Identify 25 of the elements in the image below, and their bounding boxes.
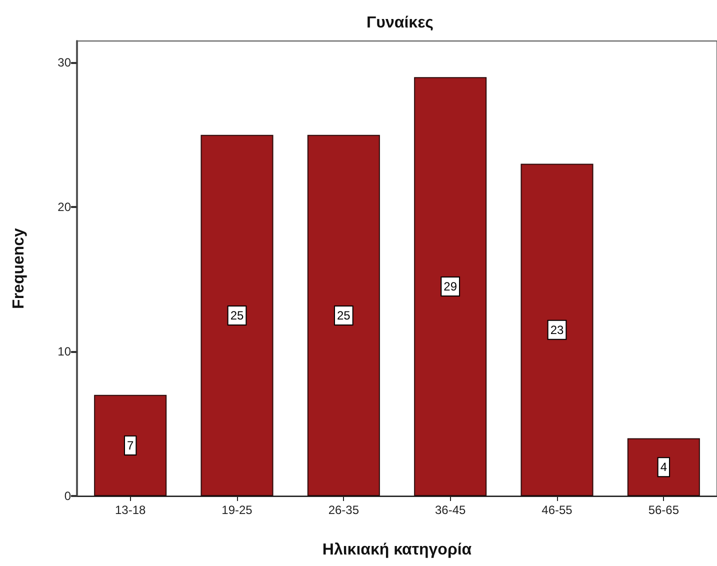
bar bbox=[414, 77, 487, 496]
x-axis-title: Ηλικιακή κατηγορία bbox=[322, 542, 472, 558]
data-label: 7 bbox=[126, 438, 134, 452]
bar bbox=[520, 164, 594, 496]
y-tick-label: 0 bbox=[64, 489, 72, 503]
x-tick-label: 36-45 bbox=[434, 503, 466, 517]
x-tick-label: 46-55 bbox=[542, 503, 573, 517]
data-label: 29 bbox=[444, 280, 458, 294]
chart-title: Γυναίκες bbox=[366, 14, 434, 32]
y-tick-label: 10 bbox=[58, 344, 72, 359]
x-tick-label: 13-18 bbox=[114, 503, 146, 517]
y-tick-label: 30 bbox=[58, 56, 72, 70]
bar bbox=[307, 134, 380, 496]
x-tick-label: 26-35 bbox=[328, 503, 360, 517]
bar bbox=[94, 394, 167, 496]
data-label: 25 bbox=[336, 308, 351, 322]
y-axis-title: Frequency bbox=[10, 228, 28, 309]
data-label: 25 bbox=[230, 308, 244, 322]
data-label: 4 bbox=[660, 460, 668, 474]
x-tick-label: 19-25 bbox=[222, 503, 253, 517]
y-tick-label: 20 bbox=[58, 200, 72, 214]
bar bbox=[200, 134, 274, 496]
data-label: 23 bbox=[550, 322, 564, 337]
x-tick-label: 56-65 bbox=[648, 503, 680, 517]
bar bbox=[627, 438, 700, 496]
